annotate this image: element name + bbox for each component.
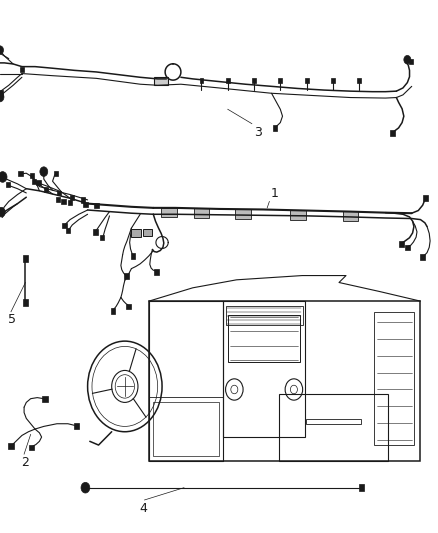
Bar [223, 301, 305, 437]
Bar [23, 300, 28, 306]
Bar [194, 208, 209, 218]
Bar [6, 182, 10, 187]
Bar [143, 229, 152, 236]
Bar [20, 67, 24, 72]
Bar [305, 78, 308, 83]
Circle shape [0, 46, 4, 54]
Bar [252, 78, 256, 83]
Bar [0, 90, 3, 96]
Circle shape [404, 55, 411, 64]
Text: 4: 4 [139, 502, 147, 515]
Bar [374, 312, 414, 445]
Bar [228, 314, 300, 362]
Bar [81, 197, 85, 203]
Bar [110, 308, 115, 313]
Circle shape [81, 482, 90, 493]
Bar [423, 195, 428, 201]
Bar [390, 130, 395, 136]
Bar [409, 59, 413, 64]
Bar [273, 125, 277, 131]
Circle shape [40, 167, 48, 176]
Text: 5: 5 [8, 313, 16, 326]
Bar [8, 443, 14, 449]
Bar [343, 211, 358, 221]
Bar [290, 210, 306, 220]
Bar [331, 78, 335, 83]
Bar [226, 306, 303, 325]
Bar [62, 223, 67, 228]
Bar [30, 173, 34, 178]
Bar [357, 78, 361, 83]
Bar [154, 269, 159, 275]
Bar [420, 254, 425, 260]
Bar [399, 241, 404, 247]
Bar [29, 445, 34, 450]
Bar [32, 179, 36, 184]
Bar [74, 423, 78, 429]
Bar [42, 396, 48, 402]
Circle shape [0, 92, 4, 102]
Bar [23, 255, 28, 262]
Bar [18, 171, 23, 176]
Bar [405, 245, 410, 250]
Bar [126, 304, 131, 309]
Bar [100, 235, 104, 240]
Bar [66, 228, 70, 233]
Circle shape [0, 207, 5, 217]
Bar [83, 202, 88, 207]
Bar [279, 394, 388, 461]
Bar [53, 171, 58, 176]
Bar [68, 200, 72, 205]
Bar [61, 199, 66, 204]
Bar [131, 229, 141, 237]
Text: 3: 3 [254, 126, 262, 139]
Bar [153, 402, 219, 456]
Text: 2: 2 [21, 456, 29, 469]
Circle shape [0, 172, 7, 182]
Bar [161, 208, 177, 217]
Bar [44, 187, 48, 192]
Bar [154, 77, 168, 85]
Bar [149, 301, 223, 461]
Bar [56, 197, 60, 202]
Bar [149, 301, 420, 461]
Bar [149, 397, 223, 461]
Bar [279, 78, 283, 83]
Bar [70, 195, 74, 199]
Bar [307, 419, 361, 424]
Bar [36, 180, 41, 185]
Bar [235, 209, 251, 219]
Bar [93, 229, 98, 235]
Bar [200, 78, 203, 83]
Bar [94, 203, 99, 208]
Bar [57, 190, 61, 195]
Bar [226, 78, 230, 83]
Bar [124, 273, 129, 279]
Bar [358, 484, 364, 491]
Bar [131, 253, 135, 259]
Text: 1: 1 [271, 187, 279, 200]
